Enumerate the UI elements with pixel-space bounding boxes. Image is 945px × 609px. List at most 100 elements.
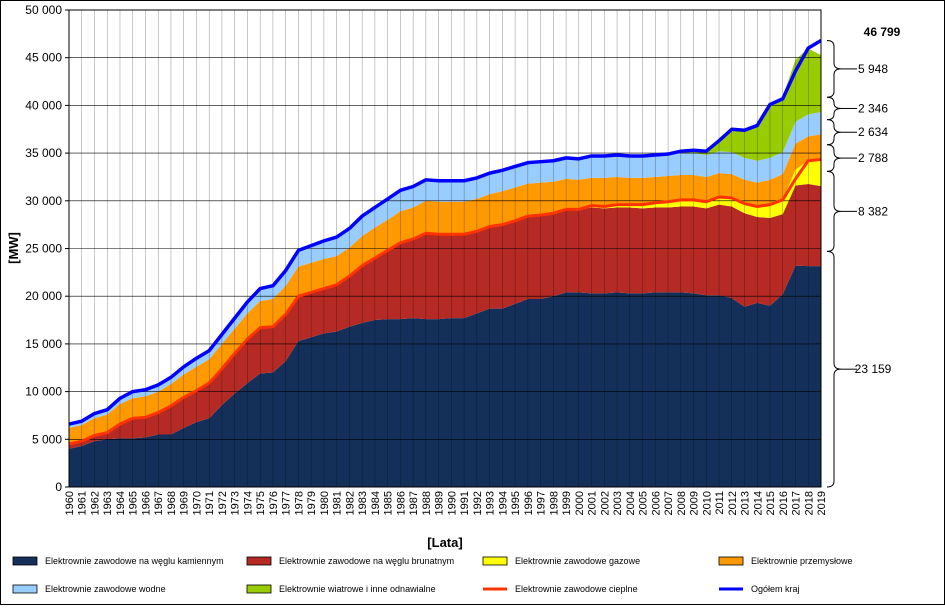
y-tick-label: 0 bbox=[55, 480, 62, 494]
x-tick-label: 1982 bbox=[344, 491, 356, 515]
x-tick-label: 1960 bbox=[64, 491, 76, 515]
x-tick-label: 1999 bbox=[561, 491, 573, 515]
x-tick-label: 1987 bbox=[408, 491, 420, 515]
area-series-4 bbox=[69, 134, 821, 445]
x-tick-label: 1962 bbox=[89, 491, 101, 515]
x-tick-label: 1985 bbox=[383, 491, 395, 515]
x-tick-label: 1981 bbox=[332, 491, 344, 515]
x-tick-label: 2010 bbox=[701, 491, 713, 515]
x-tick-label: 1974 bbox=[242, 491, 254, 515]
x-tick-label: 2005 bbox=[638, 491, 650, 515]
bracket-brace bbox=[826, 96, 842, 121]
axes bbox=[65, 9, 822, 488]
x-tick-label: 2018 bbox=[803, 491, 815, 515]
bracket-label: 2 346 bbox=[858, 101, 888, 115]
y-tick-label: 20 000 bbox=[25, 289, 62, 303]
x-tick-label: 1989 bbox=[434, 491, 446, 515]
x-tick-label: 2011 bbox=[714, 491, 726, 515]
legend-swatch bbox=[482, 556, 508, 566]
x-tick-label: 1986 bbox=[395, 491, 407, 515]
x-tick-label: 1972 bbox=[217, 491, 229, 515]
x-tick-labels: 1960 1961 1962 1963 1964 1965 1966 1967 1968 1969… bbox=[64, 491, 828, 515]
x-tick-label: 1969 bbox=[179, 491, 191, 515]
bracket-label: 5 948 bbox=[858, 62, 888, 76]
x-tick-label: 2007 bbox=[663, 491, 675, 515]
bracket-brace bbox=[826, 250, 842, 488]
x-tick-label: 2013 bbox=[740, 491, 752, 515]
x-tick-label: 1966 bbox=[140, 491, 152, 515]
legend-label: Elektrownie zawodowe gazowe bbox=[515, 556, 640, 566]
x-tick-label: 2017 bbox=[791, 491, 803, 515]
y-tick-label: 5 000 bbox=[32, 432, 62, 446]
area-series-1 bbox=[69, 265, 821, 487]
y-tick-label: 15 000 bbox=[25, 337, 62, 351]
x-tick-label: 1983 bbox=[357, 491, 369, 515]
x-tick-label: 1984 bbox=[370, 491, 382, 515]
bracket-brace bbox=[826, 170, 842, 252]
area-series-5 bbox=[69, 111, 821, 428]
x-tick-label: 1970 bbox=[191, 491, 203, 515]
x-axis-title: [Lata] bbox=[427, 535, 462, 550]
y-tick-label: 45 000 bbox=[25, 51, 62, 65]
x-tick-label: 1992 bbox=[472, 491, 484, 515]
legend-label: Ogółem kraj bbox=[751, 584, 800, 594]
bracket-label: 23 159 bbox=[855, 362, 892, 376]
x-tick-label: 1964 bbox=[115, 491, 127, 515]
y-tick-label: 40 000 bbox=[25, 98, 62, 112]
x-tick-label: 1963 bbox=[102, 491, 114, 515]
x-tick-label: 1973 bbox=[230, 491, 242, 515]
y-tick-label: 25 000 bbox=[25, 242, 62, 256]
legend-swatch bbox=[12, 556, 38, 566]
x-tick-label: 1965 bbox=[128, 491, 140, 515]
line-series-group bbox=[68, 39, 822, 446]
x-tick-label: 2016 bbox=[778, 491, 790, 515]
x-tick-label: 1980 bbox=[319, 491, 331, 515]
x-tick-label: 1979 bbox=[306, 491, 318, 515]
x-tick-label: 2006 bbox=[650, 491, 662, 515]
line-series-2 bbox=[68, 39, 822, 426]
x-tick-label: 2008 bbox=[676, 491, 688, 515]
legend-label: Elektrownie zawodowe cieplne bbox=[515, 584, 638, 594]
x-tick-label: 2004 bbox=[625, 491, 637, 515]
x-tick-label: 2014 bbox=[752, 491, 764, 515]
bracket-brace bbox=[826, 119, 842, 146]
y-tick-labels: 0 5 000 10 000 15 000 20 000 25 000 30 000 35 0… bbox=[25, 3, 62, 494]
legend: Elektrownie zawodowe na węglu kamiennym E… bbox=[12, 556, 853, 594]
x-tick-label: 1976 bbox=[268, 491, 280, 515]
legend-swatch bbox=[12, 584, 38, 594]
legend-swatch bbox=[246, 556, 272, 566]
x-tick-label: 2012 bbox=[727, 491, 739, 515]
bracket-label: 2 634 bbox=[858, 125, 888, 139]
x-tick-label: 1994 bbox=[497, 491, 509, 515]
bracket-brace bbox=[826, 144, 842, 172]
x-tick-label: 1995 bbox=[510, 491, 522, 515]
x-tick-label: 1988 bbox=[421, 491, 433, 515]
area-series-2 bbox=[69, 184, 821, 449]
x-tick-label: 1975 bbox=[255, 491, 267, 515]
x-tick-label: 1997 bbox=[536, 491, 548, 515]
legend-label: Elektrownie zawodowe na węglu brunatnym bbox=[279, 556, 454, 566]
area-series-group bbox=[69, 48, 821, 487]
x-tick-label: 2019 bbox=[816, 491, 828, 515]
x-tick-label: 1978 bbox=[293, 491, 305, 515]
x-tick-label: 1967 bbox=[153, 491, 165, 515]
x-tick-label: 1993 bbox=[485, 491, 497, 515]
x-tick-label: 1998 bbox=[548, 491, 560, 515]
legend-swatch bbox=[246, 584, 272, 594]
y-tick-label: 10 000 bbox=[25, 385, 62, 399]
bracket-label: 2 788 bbox=[858, 151, 888, 165]
legend-label: Elektrownie zawodowe wodne bbox=[45, 584, 166, 594]
x-tick-label: 2009 bbox=[689, 491, 701, 515]
x-tick-label: 2001 bbox=[587, 491, 599, 515]
legend-swatch bbox=[718, 556, 744, 566]
x-tick-label: 1996 bbox=[523, 491, 535, 515]
x-tick-label: 1990 bbox=[446, 491, 458, 515]
y-tick-label: 50 000 bbox=[25, 3, 62, 17]
line-series-1 bbox=[68, 158, 822, 446]
legend-label: Elektrownie przemysłowe bbox=[751, 556, 853, 566]
x-tick-label: 1977 bbox=[281, 491, 293, 515]
bracket-annotations: 5 948 2 346 2 634 2 788 8 382 23 159 bbox=[826, 40, 892, 488]
x-tick-label: 1991 bbox=[459, 491, 471, 515]
